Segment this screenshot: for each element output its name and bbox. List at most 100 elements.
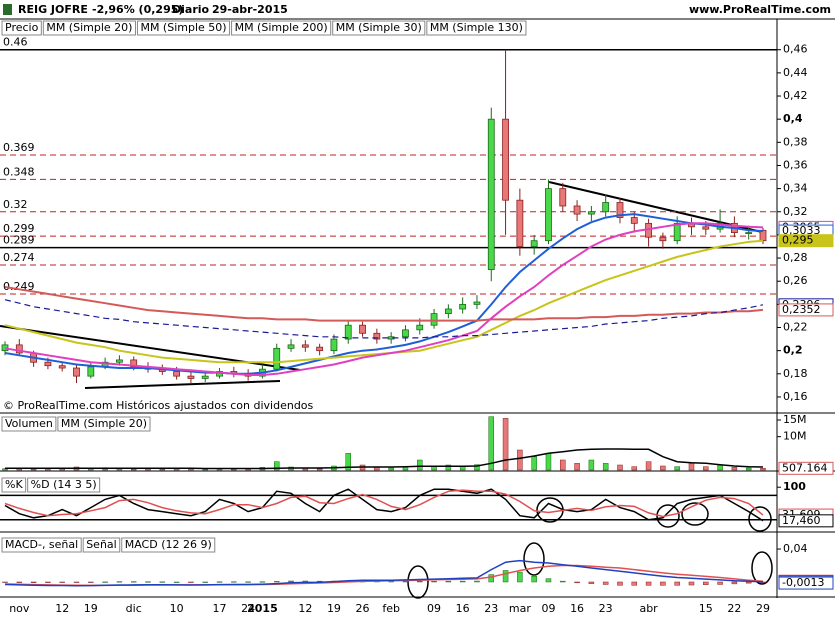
candle-body bbox=[430, 313, 438, 326]
bar bbox=[288, 580, 294, 583]
candle-body bbox=[530, 240, 538, 247]
bar bbox=[273, 581, 280, 583]
bar bbox=[631, 466, 638, 471]
candle-body bbox=[1, 344, 9, 352]
x-tick-label: 09 bbox=[541, 602, 555, 615]
circle-mark bbox=[656, 504, 680, 528]
x-tick-label: feb bbox=[382, 602, 400, 615]
bar bbox=[560, 459, 566, 471]
candle-body bbox=[173, 371, 181, 377]
legend-box bbox=[231, 20, 332, 36]
bar bbox=[388, 467, 394, 471]
bar bbox=[531, 575, 537, 583]
circle-mark bbox=[751, 551, 773, 585]
bar bbox=[545, 578, 552, 583]
x-tick-label: 22 bbox=[727, 602, 741, 615]
y-tick-label: 0,2 bbox=[783, 344, 803, 357]
series-line bbox=[5, 448, 764, 470]
legend-label: MACD (12 26 9) bbox=[125, 538, 212, 551]
bar bbox=[617, 464, 623, 471]
level-label: 0.289 bbox=[3, 234, 35, 247]
bar bbox=[45, 581, 51, 583]
series-line bbox=[4, 489, 764, 518]
bar bbox=[703, 581, 709, 585]
bar bbox=[745, 467, 752, 471]
x-tick-label: 15 bbox=[699, 602, 713, 615]
bar bbox=[145, 581, 151, 583]
candle-body bbox=[15, 344, 23, 354]
candle-body bbox=[545, 188, 552, 242]
bar bbox=[159, 581, 166, 583]
bar bbox=[731, 467, 738, 471]
x-tick-label: 24 bbox=[241, 602, 255, 615]
legend-box bbox=[27, 477, 101, 493]
bar bbox=[173, 581, 180, 583]
trend-line bbox=[548, 181, 763, 233]
panel: 0,160,180,20,220,240,260,280,30,320,340,… bbox=[0, 20, 835, 414]
candle-body bbox=[373, 332, 381, 340]
bar bbox=[16, 581, 23, 583]
series-line bbox=[4, 213, 764, 375]
bar bbox=[717, 581, 723, 585]
y-tick-label: 0,42 bbox=[783, 89, 808, 102]
bar bbox=[731, 581, 738, 585]
x-tick-label: 10 bbox=[170, 602, 184, 615]
bar bbox=[688, 581, 695, 586]
bar bbox=[345, 453, 351, 471]
level-label: 0.299 bbox=[3, 222, 35, 235]
legend-label: MACD-, señal bbox=[5, 538, 78, 551]
bar bbox=[474, 464, 480, 471]
bar bbox=[245, 581, 251, 583]
series-line bbox=[4, 299, 764, 339]
legend-label: Volumen bbox=[5, 417, 53, 430]
candle-body bbox=[473, 301, 481, 305]
bar bbox=[717, 464, 723, 471]
candle-body bbox=[602, 202, 610, 213]
x-tick-label: 29 bbox=[756, 602, 770, 615]
bar bbox=[417, 581, 423, 583]
x-tick-label: 16 bbox=[456, 602, 470, 615]
candle-body bbox=[416, 324, 424, 331]
series-line bbox=[4, 559, 764, 587]
panel: 100%K%D (14 3 5)31,60917,460 bbox=[0, 477, 835, 533]
bar bbox=[459, 580, 466, 583]
circle-mark bbox=[523, 542, 545, 576]
legend-label: MM (Simple 30) bbox=[336, 21, 422, 34]
bar bbox=[531, 456, 537, 471]
bar bbox=[231, 581, 237, 583]
candle-body bbox=[487, 118, 495, 271]
last-value-box bbox=[778, 576, 834, 590]
x-tick-label: 12 bbox=[55, 602, 69, 615]
x-tick-label: abr bbox=[639, 602, 658, 615]
candle-body bbox=[44, 361, 52, 367]
candle-body bbox=[316, 346, 324, 352]
y-tick-label: 0,4 bbox=[783, 112, 803, 125]
bar bbox=[88, 581, 94, 583]
trend-line bbox=[84, 380, 281, 389]
y-tick-label: 0,36 bbox=[783, 158, 808, 171]
level-label: 0.32 bbox=[3, 198, 28, 211]
series-line bbox=[4, 222, 764, 376]
candle-body bbox=[673, 222, 681, 242]
bar bbox=[188, 581, 194, 583]
candle-body bbox=[444, 308, 452, 315]
candle-body bbox=[187, 375, 195, 379]
bar bbox=[674, 581, 680, 586]
bar bbox=[130, 468, 137, 471]
legend-label: Señal bbox=[86, 538, 117, 551]
candle-body bbox=[344, 324, 352, 340]
level-label: 0.369 bbox=[3, 141, 35, 154]
bar bbox=[545, 453, 552, 471]
panel: 15M 10M Volumen MM (Simple 20) 507.164 bbox=[0, 413, 835, 475]
bar bbox=[259, 581, 266, 583]
bar bbox=[30, 581, 37, 583]
bar bbox=[202, 581, 208, 583]
x-tick-label: 17 bbox=[213, 602, 227, 615]
x-tick-label: 2015 bbox=[247, 602, 278, 615]
bar bbox=[602, 581, 609, 585]
legend-box bbox=[136, 20, 231, 36]
last-value-label: 507.164 bbox=[782, 461, 828, 474]
candle-body bbox=[87, 366, 95, 377]
bar bbox=[502, 418, 509, 471]
candle-body bbox=[402, 329, 409, 338]
